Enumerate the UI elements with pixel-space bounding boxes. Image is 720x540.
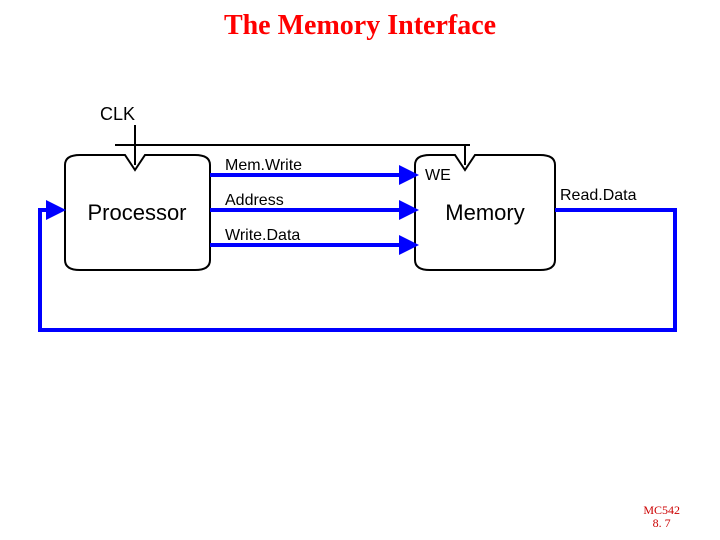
slide-footer: MC542 8. 7 [643, 504, 680, 530]
clk-label: CLK [100, 104, 135, 124]
memory-label: Memory [445, 200, 524, 225]
footer-line2: 8. 7 [643, 517, 680, 530]
we-label: WE [425, 167, 451, 184]
processor-label: Processor [87, 200, 186, 225]
page-title: The Memory Interface [0, 10, 720, 42]
memwrite-label: Mem.Write [225, 157, 302, 174]
address-label: Address [225, 192, 284, 209]
readdata-label: Read.Data [560, 187, 637, 204]
diagram-svg: CLK Processor Memory WE Mem.Write Addres… [0, 70, 720, 450]
footer-line1: MC542 [643, 504, 680, 517]
slide: The Memory Interface CLK Processor Memor… [0, 0, 720, 540]
writedata-label: Write.Data [225, 227, 300, 244]
